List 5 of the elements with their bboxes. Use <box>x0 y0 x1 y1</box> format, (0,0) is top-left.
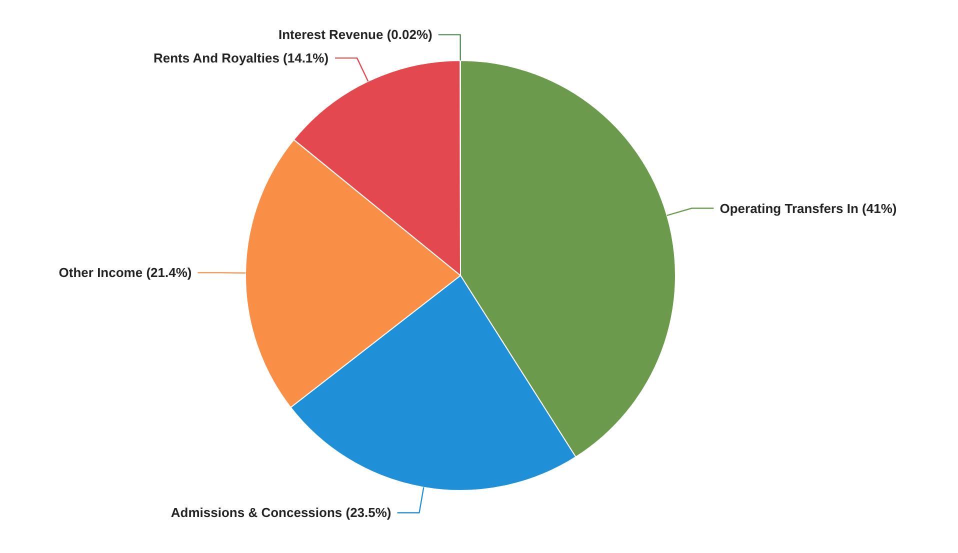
slice-label: Other Income (21.4%) <box>58 265 192 280</box>
slice-label: Rents And Royalties (14.1%) <box>153 50 329 66</box>
slice-label: Admissions & Concessions (23.5%) <box>170 505 392 520</box>
slice-label: Interest Revenue (0.02%) <box>278 27 432 42</box>
slice-label: Operating Transfers In (41%) <box>720 200 897 216</box>
